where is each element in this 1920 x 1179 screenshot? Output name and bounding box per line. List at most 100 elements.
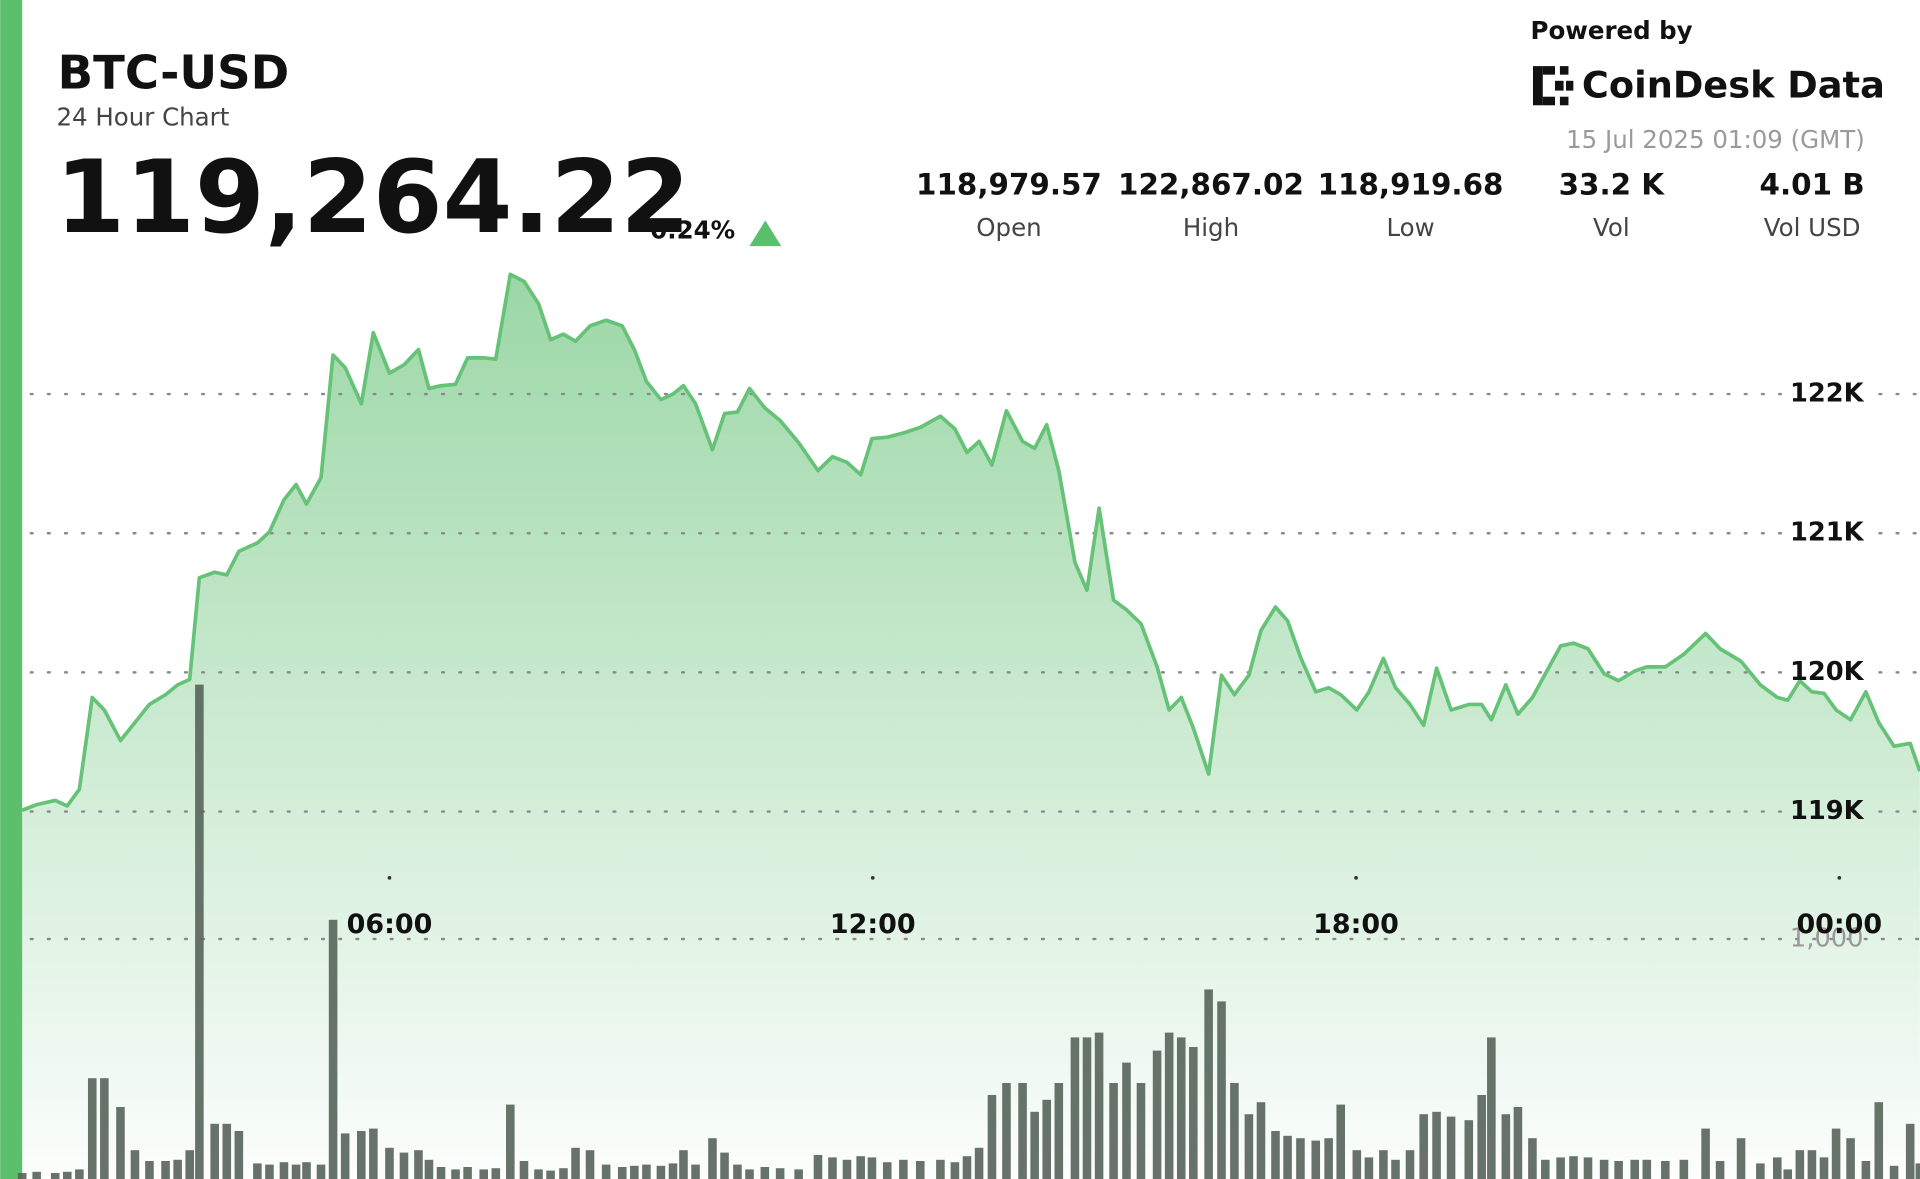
volume-bar (100, 1078, 109, 1179)
volume-bar (656, 1165, 666, 1179)
volume-bar (1094, 1032, 1104, 1179)
volume-bar (357, 1131, 366, 1179)
volume-bar (1152, 1050, 1162, 1179)
subtitle: 24 Hour Chart (56, 103, 229, 132)
volume-bar (1679, 1159, 1689, 1179)
volume-bar (745, 1169, 754, 1179)
volume-bar (1122, 1062, 1131, 1179)
volume-bar (1807, 1150, 1817, 1179)
volume-bar (899, 1159, 908, 1179)
volume-bar (451, 1169, 460, 1179)
volume-bar (1311, 1140, 1321, 1179)
volume-bar (987, 1095, 997, 1179)
volume-bar (668, 1163, 678, 1179)
stat-label: Open (976, 213, 1041, 242)
volume-bar (534, 1169, 543, 1179)
volume-bar (506, 1104, 515, 1179)
volume-bar (1831, 1128, 1841, 1179)
volume-bar (1405, 1150, 1415, 1179)
volume-bar (1256, 1102, 1266, 1179)
volume-bar (559, 1168, 568, 1179)
volume-bar (936, 1159, 945, 1179)
volume-bar (210, 1123, 219, 1179)
y-tick-label: 121K (1790, 518, 1865, 548)
volume-bar (1271, 1131, 1280, 1179)
volume-bar (1054, 1083, 1064, 1179)
x-tick-mark (1354, 875, 1358, 880)
volume-bar (1599, 1159, 1609, 1179)
y-tick-label: 120K (1790, 657, 1865, 687)
volume-bar (1002, 1083, 1011, 1179)
volume-bar (1109, 1083, 1118, 1179)
y2-tick-label: 1,000 (1790, 924, 1864, 954)
volume-bar (1283, 1135, 1292, 1179)
stat-label: Low (1386, 213, 1434, 242)
x-tick-label: 00:00 (1796, 909, 1882, 940)
volume-bar (32, 1171, 41, 1179)
volume-bar (519, 1161, 529, 1179)
x-tick-mark (1837, 875, 1842, 880)
volume-bar (369, 1128, 378, 1179)
volume-bar (1861, 1161, 1871, 1179)
volume-bar (1795, 1150, 1805, 1179)
volume-bar (1569, 1156, 1578, 1179)
volume-bar (720, 1152, 729, 1179)
volume-bar (1783, 1169, 1793, 1179)
volume-bar (1296, 1138, 1305, 1179)
stat-label: High (1183, 213, 1239, 242)
volume-bar (1501, 1114, 1511, 1179)
volume-bar (173, 1159, 182, 1179)
volume-bar (63, 1171, 72, 1179)
volume-bar (1204, 989, 1213, 1179)
volume-bar (253, 1163, 262, 1179)
volume-bar (1244, 1114, 1254, 1179)
volume-bar (1364, 1157, 1374, 1179)
volume-bar (265, 1164, 274, 1179)
x-tick-label: 12:00 (830, 909, 916, 940)
volume-bar (1324, 1138, 1333, 1179)
volume-bar (340, 1133, 350, 1179)
volume-bar (1528, 1138, 1537, 1179)
volume-bar (630, 1165, 639, 1179)
volume-bar (1446, 1116, 1456, 1179)
volume-bar (1419, 1114, 1428, 1179)
volume-bar (642, 1164, 651, 1179)
volume-bar (679, 1150, 688, 1179)
volume-bar (1541, 1159, 1550, 1179)
volume-bar (1630, 1159, 1640, 1179)
volume-bar (1391, 1159, 1400, 1179)
volume-bar (794, 1169, 803, 1179)
volume-bar (1018, 1083, 1027, 1179)
volume-bar (302, 1162, 311, 1179)
accent-bar (0, 0, 23, 1179)
brand-name: CoinDesk Data (1582, 63, 1885, 106)
stat-value: 4.01 B (1760, 168, 1865, 202)
volume-bar (1030, 1111, 1039, 1179)
stat-value: 33.2 K (1559, 168, 1666, 202)
volume-bar (145, 1161, 154, 1179)
volume-bar (617, 1167, 627, 1179)
volume-bar (399, 1152, 409, 1179)
volume-bar (546, 1170, 555, 1179)
x-tick-mark (387, 875, 392, 880)
volume-bar (856, 1156, 865, 1179)
volume-bar (1042, 1099, 1052, 1179)
volume-bar (1556, 1157, 1565, 1179)
volume-bar (828, 1157, 837, 1179)
volume-bar (463, 1167, 472, 1179)
volume-bar (1642, 1159, 1652, 1179)
volume-bar (234, 1131, 244, 1179)
volume-bar (491, 1168, 501, 1179)
volume-bar (1217, 1001, 1226, 1179)
volume-bar (75, 1169, 84, 1179)
volume-bar (1583, 1157, 1593, 1179)
volume-bar (1889, 1165, 1899, 1179)
volume-bar (1379, 1150, 1388, 1179)
volume-bar (436, 1167, 446, 1179)
volume-bar (950, 1162, 960, 1179)
y-tick-label: 122K (1790, 379, 1865, 409)
price: 119,264.22 (55, 139, 690, 256)
volume-bar (1846, 1138, 1855, 1179)
volume-bar (708, 1138, 717, 1179)
